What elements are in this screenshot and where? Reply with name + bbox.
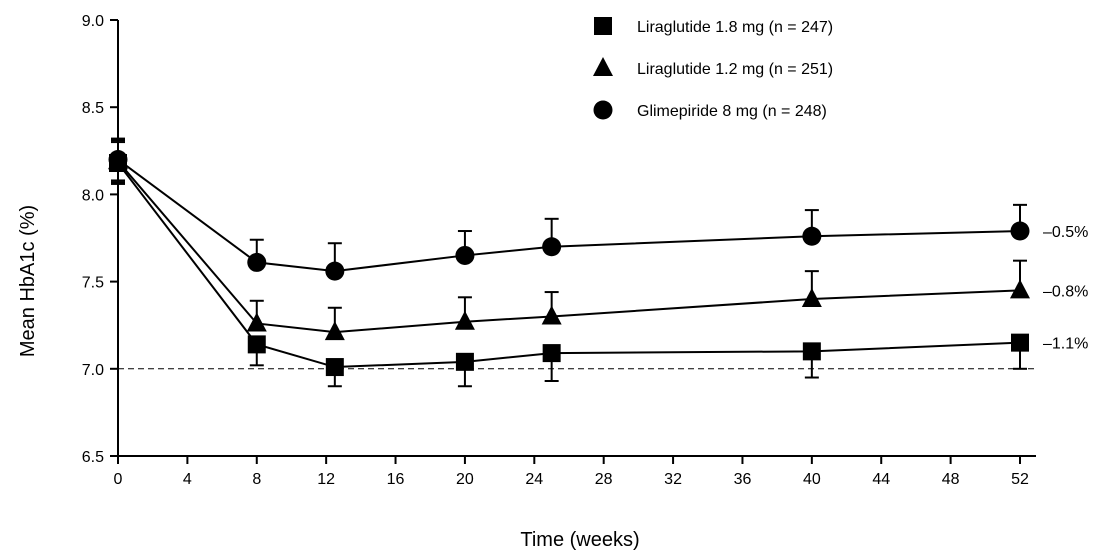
data-point xyxy=(247,335,266,354)
x-tick-label: 8 xyxy=(252,471,261,488)
x-tick-label: 44 xyxy=(872,471,890,488)
legend-label: Glimepiride 8 mg (n = 248) xyxy=(637,103,827,120)
y-tick-label: 8.0 xyxy=(82,187,104,204)
y-tick-label: 7.0 xyxy=(82,362,104,379)
data-point xyxy=(541,305,562,325)
x-tick-label: 16 xyxy=(387,471,405,488)
x-tick-label: 52 xyxy=(1011,471,1029,488)
legend-label: Liraglutide 1.8 mg (n = 247) xyxy=(637,19,833,36)
legend: Liraglutide 1.8 mg (n = 247) Liraglutide … xyxy=(593,17,833,120)
legend-label: Liraglutide 1.2 mg (n = 251) xyxy=(637,61,833,78)
y-tick-label: 8.5 xyxy=(82,100,104,117)
axes: 6.57.07.58.08.59.00 4 8 12 16 20 24 28 32 36 40 44 4… xyxy=(82,13,1036,488)
data-point xyxy=(542,344,561,363)
data-point xyxy=(802,342,821,361)
y-tick-label: 9.0 xyxy=(82,13,104,30)
data-point xyxy=(325,261,345,281)
x-tick-label: 36 xyxy=(734,471,752,488)
data-point xyxy=(542,237,562,257)
legend-item: Liraglutide 1.2 mg (n = 251) xyxy=(593,57,833,78)
legend-marker xyxy=(593,100,613,120)
end-label: –1.1% xyxy=(1043,336,1088,353)
data-point xyxy=(247,252,267,272)
x-tick-label: 12 xyxy=(317,471,335,488)
legend-item: Glimepiride 8 mg (n = 248) xyxy=(593,100,827,120)
data-point xyxy=(1010,221,1030,241)
x-tick-label: 24 xyxy=(525,471,543,488)
data-point xyxy=(108,150,128,170)
data-point xyxy=(455,352,474,371)
series-group: –1.1% –0.8% –0.5% xyxy=(108,137,1088,388)
x-tick-label: 4 xyxy=(183,471,192,488)
data-point xyxy=(455,245,475,265)
data-point xyxy=(246,312,267,332)
data-point xyxy=(1010,279,1030,299)
x-tick-label: 40 xyxy=(803,471,821,488)
x-axis-title: Time (weeks) xyxy=(520,529,639,551)
x-tick-label: 32 xyxy=(664,471,682,488)
x-tick-label: 20 xyxy=(456,471,474,488)
legend-marker xyxy=(594,17,612,35)
legend-item: Liraglutide 1.8 mg (n = 247) xyxy=(594,17,833,36)
data-point xyxy=(802,226,822,246)
data-point xyxy=(454,310,475,330)
y-tick-label: 6.5 xyxy=(82,449,104,466)
data-point xyxy=(801,288,822,308)
data-point xyxy=(1011,333,1029,352)
y-tick-label: 7.5 xyxy=(82,275,104,292)
data-point xyxy=(324,321,345,341)
x-tick-label: 28 xyxy=(595,471,613,488)
x-tick-label: 0 xyxy=(114,471,123,488)
end-label: –0.8% xyxy=(1043,283,1088,300)
x-tick-label: 48 xyxy=(942,471,960,488)
legend-marker xyxy=(593,57,613,76)
series-circle: –0.5% xyxy=(108,137,1088,281)
data-point xyxy=(325,358,344,377)
y-axis-title: Mean HbA1c (%) xyxy=(17,205,39,357)
end-label: –0.5% xyxy=(1043,224,1088,241)
